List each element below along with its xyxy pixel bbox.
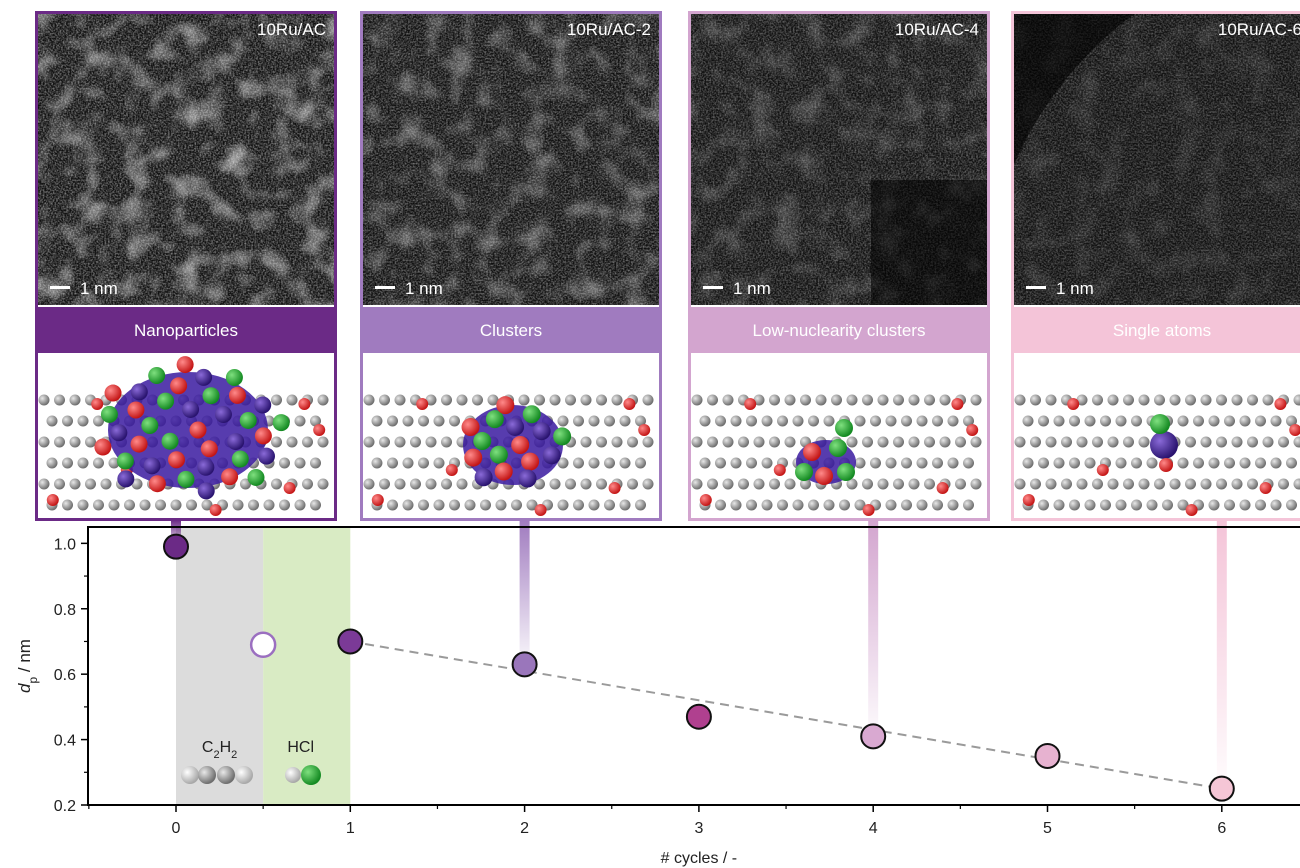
panel-4: 10Ru/AC-6 1 nm Single atoms: [1011, 11, 1300, 521]
trend-line: [350, 640, 1222, 790]
data-point-6: [860, 723, 887, 750]
model-illustration: [38, 354, 334, 518]
panel-border: [35, 11, 337, 521]
y-tick-label: 0.2: [54, 798, 76, 815]
connector-2: [519, 520, 530, 665]
sample-label: 10Ru/AC: [257, 20, 326, 39]
hcl-molecule-icon: [285, 765, 321, 785]
micrograph: [691, 14, 987, 305]
sample-label: 10Ru/AC-4: [895, 20, 979, 39]
scale-bar-line: [1026, 286, 1046, 289]
panel-border: [688, 11, 990, 521]
category-header: [1014, 307, 1300, 353]
connector-1: [171, 520, 181, 547]
x-axis-label: # cycles / -: [661, 850, 737, 867]
acetylene-molecule-icon: [181, 766, 253, 784]
scale-bar-label: 1 nm: [80, 279, 118, 298]
y-tick-label: 0.8: [54, 602, 76, 619]
model-illustration: [363, 354, 659, 518]
x-tick-label: 3: [694, 820, 703, 837]
shaded-region-1: [176, 527, 264, 805]
shaded-region-2: [263, 527, 351, 805]
category-header: [38, 307, 334, 353]
plot-frame: [87, 526, 1300, 806]
y-axis-label: dp / nm: [15, 639, 40, 693]
scale-bar-label: 1 nm: [405, 279, 443, 298]
y-tick-label: 0.6: [54, 667, 76, 684]
scale-bar-label: 1 nm: [733, 279, 771, 298]
scale-bar-line: [50, 286, 70, 289]
y-tick-label: 0.4: [54, 733, 76, 750]
x-tick-label: 2: [520, 820, 529, 837]
chart: 0 1 2 3 4 5 6 0.2 0.4 0.6 0.8 1.0 # cycles / - dp / n…: [15, 520, 1300, 867]
scale-bar-line: [703, 286, 723, 289]
panel-border: [360, 11, 662, 521]
region-label-hcl: HCl: [287, 739, 314, 756]
region-label-c2h2: C2H2: [202, 739, 237, 761]
sample-label: 10Ru/AC-6: [1218, 20, 1300, 39]
data-point-5: [685, 703, 712, 730]
micrograph: [1014, 14, 1300, 305]
model-illustration: [1014, 354, 1300, 518]
connector-3: [868, 520, 879, 737]
x-tick-label: 1: [346, 820, 355, 837]
category-header: [691, 307, 987, 353]
x-tick-label: 5: [1043, 820, 1052, 837]
connector-4: [1216, 520, 1227, 789]
x-tick-label: 6: [1217, 820, 1226, 837]
data-point-8: [1208, 775, 1235, 802]
panel-row: 10Ru/AC 1 nm Nanoparticles 10Ru/AC-2 1 nm Clu…: [35, 11, 1300, 521]
scale-bar-line: [375, 286, 395, 289]
x-tick-label: 0: [172, 820, 181, 837]
panel-2: 10Ru/AC-2 1 nm Clusters: [360, 11, 662, 521]
category-label: Single atoms: [1113, 321, 1211, 340]
micrograph: [38, 14, 334, 305]
panel-3: 10Ru/AC-4 1 nm Low-nuclearity clusters: [688, 11, 990, 521]
category-label: Low-nuclearity clusters: [753, 321, 926, 340]
category-label: Clusters: [480, 321, 542, 340]
model-illustration: [691, 354, 987, 518]
panel-1: 10Ru/AC 1 nm Nanoparticles: [35, 11, 337, 521]
data-point-3: [337, 628, 364, 655]
category-header: [363, 307, 659, 353]
panel-border: [1011, 11, 1300, 521]
scale-bar-label: 1 nm: [1056, 279, 1094, 298]
category-label: Nanoparticles: [134, 321, 238, 340]
sample-label: 10Ru/AC-2: [567, 20, 651, 39]
y-tick-label: 1.0: [54, 536, 76, 553]
micrograph: [363, 14, 659, 305]
data-point-4: [511, 651, 538, 678]
data-point-1: [163, 533, 189, 560]
data-point-7: [1034, 742, 1061, 769]
data-point-2: [249, 631, 277, 658]
x-tick-label: 4: [869, 820, 878, 837]
